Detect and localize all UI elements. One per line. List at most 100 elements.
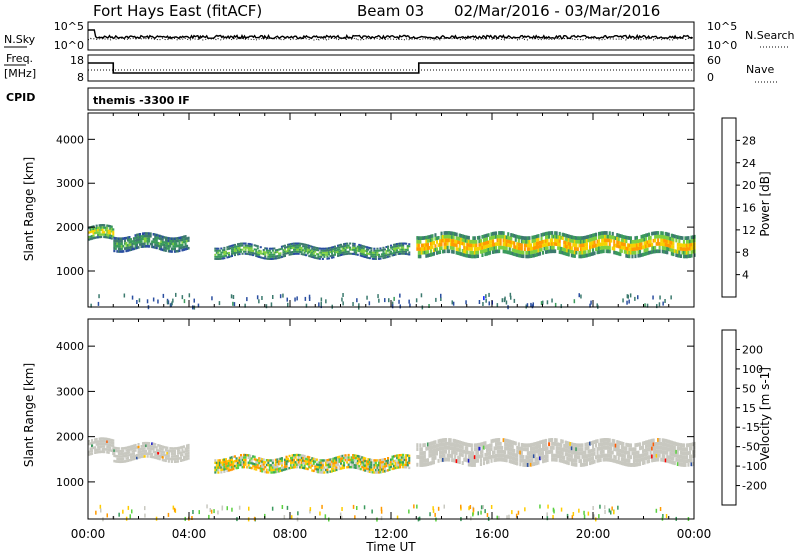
power-echo-cell: [531, 304, 534, 309]
velocity-echo-cell: [595, 439, 598, 444]
velocity-echo-cell: [308, 461, 311, 464]
power-echo-cell: [391, 301, 394, 306]
power-echo-cell: [485, 237, 488, 241]
velocity-echo-cell: [347, 458, 350, 462]
velocity-colorbar-tick-label: 50: [742, 382, 756, 395]
velocity-echo-cell: [681, 459, 684, 463]
power-echo-cell: [179, 236, 182, 239]
velocity-echo-cell: [235, 462, 238, 465]
velocity-echo-cell: [658, 449, 661, 454]
velocity-echo-cell: [299, 454, 302, 457]
velocity-echo-cell: [315, 463, 318, 466]
power-echo-cell: [100, 228, 103, 231]
velocity-echo-cell: [572, 462, 575, 467]
power-echo-cell: [417, 247, 420, 251]
power-echo-cell: [470, 239, 473, 244]
velocity-echo-cell: [306, 467, 309, 471]
velocity-echo-cell: [670, 460, 673, 465]
power-echo-cell: [682, 243, 685, 248]
velocity-echo-cell: [290, 466, 293, 469]
velocity-echo-cell: [259, 467, 262, 470]
power-echo-cell: [294, 244, 297, 247]
power-echo-cell: [355, 247, 358, 250]
velocity-echo-cell: [657, 453, 660, 458]
power-echo-cell: [106, 233, 109, 237]
power-echo-cell: [237, 249, 240, 252]
power-echo-cell: [131, 295, 134, 300]
power-echo-cell: [608, 238, 611, 243]
power-echo-cell: [383, 256, 386, 259]
power-echo-cell: [308, 297, 311, 301]
velocity-echo-cell: [495, 438, 498, 443]
velocity-echo-cell: [402, 453, 405, 457]
velocity-echo-cell: [432, 456, 435, 461]
power-echo-cell: [317, 255, 320, 258]
velocity-echo-cell: [510, 447, 513, 452]
velocity-echo-cell: [495, 446, 498, 450]
velocity-echo-cell: [309, 461, 312, 464]
power-echo-cell: [545, 235, 548, 240]
velocity-echo-cell: [385, 464, 388, 468]
velocity-echo-cell: [681, 451, 684, 455]
velocity-echo-cell: [308, 458, 311, 462]
velocity-echo-cell: [485, 448, 488, 453]
velocity-echo-cell: [515, 513, 518, 518]
power-echo-cell: [359, 248, 362, 251]
power-echo-cell: [167, 242, 170, 245]
velocity-echo-cell: [628, 455, 631, 459]
power-echo-cell: [687, 243, 690, 248]
velocity-echo-cell: [343, 454, 346, 457]
power-echo-cell: [338, 250, 341, 253]
velocity-echo-cell: [482, 505, 484, 509]
power-echo-cell: [232, 246, 235, 249]
power-echo-cell: [693, 249, 696, 254]
velocity-echo-cell: [620, 453, 623, 458]
velocity-echo-cell: [95, 451, 98, 454]
power-echo-cell: [514, 245, 517, 250]
power-echo-cell: [652, 246, 655, 250]
power-echo-cell: [582, 254, 585, 258]
power-echo-cell: [567, 238, 570, 242]
velocity-echo-cell: [546, 446, 549, 451]
velocity-echo-cell: [423, 443, 426, 447]
power-echo-cell: [408, 251, 411, 254]
power-echo-cell: [555, 231, 558, 235]
velocity-echo-cell: [214, 461, 217, 464]
power-echo-cell: [601, 246, 604, 250]
velocity-echo-cell: [448, 453, 451, 458]
velocity-echo-cell: [134, 454, 137, 458]
power-echo-cell: [376, 247, 379, 250]
velocity-echo-cell: [281, 505, 284, 509]
velocity-echo-cell: [352, 461, 355, 464]
power-echo-cell: [510, 240, 513, 245]
power-echo-cell: [297, 248, 300, 251]
velocity-echo-cell: [240, 463, 243, 467]
velocity-echo-cell: [103, 448, 106, 451]
power-echo-cell: [496, 234, 499, 239]
velocity-echo-cell: [282, 468, 285, 472]
power-echo-cell: [658, 242, 661, 246]
velocity-echo-cell: [95, 437, 98, 441]
velocity-echo-cell: [529, 454, 532, 459]
power-echo-cell: [387, 245, 390, 248]
velocity-echo-cell: [314, 467, 317, 471]
power-echo-cell: [382, 257, 385, 260]
power-echo-cell: [482, 249, 485, 253]
velocity-echo-cell: [649, 447, 652, 451]
power-echo-cell: [470, 254, 473, 259]
velocity-echo-cell: [523, 443, 526, 448]
power-echo-cell: [492, 246, 495, 251]
power-echo-cell: [560, 246, 563, 251]
velocity-echo-cell: [416, 443, 419, 448]
power-echo-cell: [148, 234, 151, 238]
velocity-echo-cell: [514, 441, 517, 446]
velocity-echo-cell: [274, 461, 277, 464]
velocity-echo-cell: [672, 449, 675, 453]
power-echo-cell: [373, 251, 376, 254]
velocity-echo-cell: [359, 460, 362, 463]
velocity-echo-cell: [463, 457, 466, 462]
velocity-echo-cell: [256, 461, 259, 464]
power-echo-cell: [437, 250, 440, 255]
velocity-echo-cell: [470, 516, 472, 521]
power-echo-cell: [634, 247, 637, 251]
